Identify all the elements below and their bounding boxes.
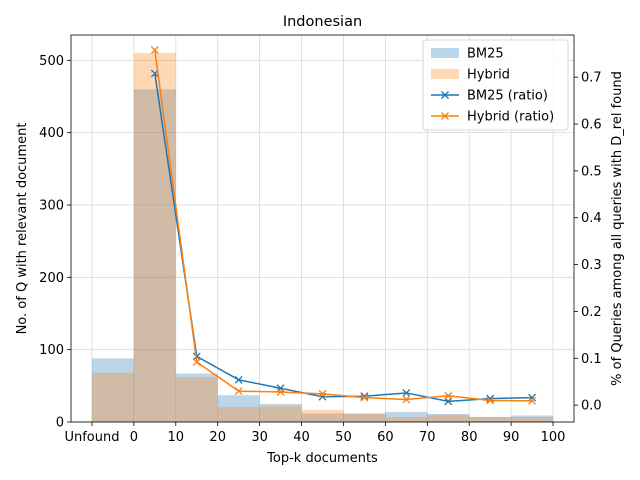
- legend-label: BM25 (ratio): [467, 89, 548, 104]
- bar-hybrid: [301, 409, 344, 422]
- marker-hybrid-ratio: [150, 46, 159, 54]
- marker-hybrid-ratio: [318, 389, 327, 398]
- legend: BM25 Hybrid BM25 (ratio) Hybrid (ratio): [422, 39, 569, 131]
- legend-swatch-bm25-ratio: [431, 91, 459, 99]
- x-tick-label: 40: [293, 430, 310, 445]
- x-tick-label: 20: [209, 430, 226, 445]
- legend-box: [422, 39, 569, 131]
- legend-label: BM25: [467, 47, 504, 62]
- bar-hybrid: [343, 414, 386, 422]
- line-hybrid-ratio: [154, 49, 533, 402]
- y-tick-label: 0: [56, 416, 64, 431]
- x-tick-label: 10: [168, 430, 185, 445]
- x-axis-title: Top-k documents: [266, 451, 378, 466]
- bar-bm25: [91, 358, 134, 422]
- bar-bm25: [427, 414, 470, 422]
- y-right-tick-label: 0.6: [581, 118, 602, 133]
- y-tick-label: 100: [39, 343, 64, 358]
- plot-frame: [70, 34, 575, 423]
- marker-bm25-ratio: [444, 397, 453, 406]
- bar-hybrid: [175, 377, 218, 422]
- legend-swatch-hybrid-ratio: [431, 112, 459, 120]
- bar-hybrid: [469, 416, 512, 422]
- y-right-tick-label: 0.2: [581, 305, 602, 320]
- y-right-tick-label: 0.0: [581, 399, 602, 414]
- y-axis-left: 0 100 200 300 400 500: [39, 54, 71, 431]
- y-tick-label: 300: [39, 198, 64, 213]
- marker-hybrid-ratio: [486, 396, 495, 405]
- bar-bm25: [511, 415, 554, 422]
- x-tick-label: 100: [541, 430, 566, 445]
- x-tick-label: 70: [419, 430, 436, 445]
- x-tick-label: 50: [335, 430, 352, 445]
- x-tick-label: 0: [130, 430, 138, 445]
- marker-hybrid-ratio: [402, 395, 411, 404]
- y-axis-right: 0.0 0.1 0.2 0.3 0.4 0.5 0.6 0.7: [574, 71, 602, 414]
- marker-hybrid-ratio: [444, 391, 453, 400]
- y-tick-label: 500: [39, 54, 64, 69]
- bar-bm25: [301, 413, 344, 422]
- ratio-lines: [150, 46, 537, 406]
- x-tick-label: 60: [377, 430, 394, 445]
- legend-label: Hybrid (ratio): [467, 110, 554, 125]
- bars: [91, 53, 554, 423]
- legend-swatch-bm25: [431, 48, 459, 58]
- y-tick-label: 400: [39, 126, 64, 141]
- marker-hybrid-ratio: [276, 388, 285, 396]
- bar-bm25: [385, 411, 428, 422]
- bar-hybrid: [385, 416, 428, 422]
- bar-bm25: [259, 403, 302, 422]
- marker-hybrid-ratio: [360, 393, 369, 402]
- y-right-tick-label: 0.5: [581, 164, 602, 179]
- x-tick-label: 80: [461, 430, 478, 445]
- bar-bm25: [175, 373, 218, 422]
- y-axis-title-right: % of Queries among all queries with D_re…: [610, 71, 625, 386]
- bar-bm25: [343, 413, 386, 422]
- bar-bm25: [133, 89, 176, 423]
- chart-title: Indonesian: [283, 14, 362, 30]
- y-right-tick-label: 0.7: [581, 71, 602, 86]
- bar-hybrid: [91, 372, 134, 422]
- y-right-tick-label: 0.3: [581, 258, 602, 273]
- marker-hybrid-ratio: [528, 396, 537, 405]
- bar-bm25: [217, 395, 260, 422]
- marker-bm25-ratio: [234, 375, 243, 384]
- y-axis-title-left: No. of Q with relevant document: [15, 123, 30, 335]
- marker-bm25-ratio: [528, 393, 537, 402]
- bar-hybrid: [133, 53, 176, 423]
- bar-bm25: [469, 416, 512, 422]
- bar-hybrid: [259, 406, 302, 422]
- x-axis: Unfound 0 10 20 30 40 50 60 70 80 90 100: [64, 422, 565, 445]
- y-right-tick-label: 0.1: [581, 352, 602, 367]
- marker-bm25-ratio: [360, 392, 369, 401]
- bar-hybrid: [511, 416, 554, 422]
- y-right-tick-label: 0.4: [581, 211, 602, 226]
- x-tick-label: Unfound: [64, 430, 119, 445]
- bar-hybrid: [427, 414, 470, 422]
- legend-swatch-hybrid: [431, 69, 459, 79]
- x-tick-label: 90: [503, 430, 520, 445]
- marker-hybrid-ratio: [192, 358, 201, 366]
- marker-bm25-ratio: [402, 388, 411, 397]
- marker-hybrid-ratio: [234, 387, 243, 396]
- x-tick-label: 30: [251, 430, 268, 445]
- legend-label: Hybrid: [467, 68, 510, 83]
- bar-hybrid: [217, 406, 260, 422]
- y-tick-label: 200: [39, 271, 64, 286]
